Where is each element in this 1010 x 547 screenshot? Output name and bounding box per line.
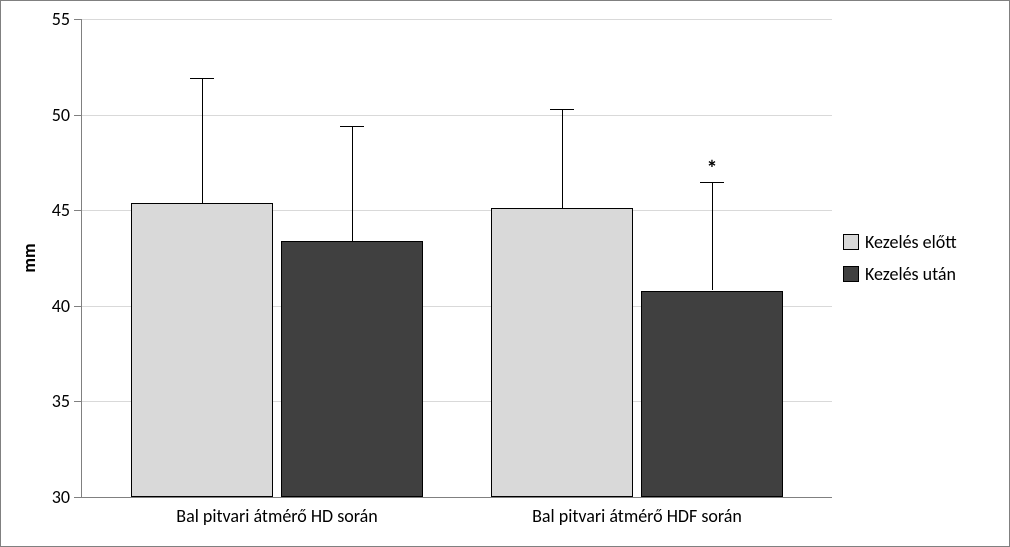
error-cap [550, 109, 574, 110]
error-cap [340, 126, 364, 127]
x-category-label: Bal pitvari átmérő HDF során [532, 497, 742, 527]
x-category-label: Bal pitvari átmérő HD során [176, 497, 377, 527]
y-axis-label: mm [18, 243, 40, 272]
legend: Kezelés előtt Kezelés után [843, 231, 957, 295]
bar-after [281, 241, 424, 497]
gridline [82, 19, 832, 20]
y-tick-label: 55 [52, 8, 82, 30]
bar-before [491, 208, 634, 497]
chart-frame: mm 303540455055Bal pitvari átmérő HD sor… [0, 0, 1010, 547]
legend-item-before: Kezelés előtt [843, 231, 957, 253]
y-tick-label: 40 [52, 295, 82, 317]
error-bar [562, 109, 563, 208]
y-tick-label: 30 [52, 486, 82, 508]
significance-marker: * [707, 154, 718, 181]
error-bar [202, 78, 203, 202]
bar-before [131, 203, 274, 497]
gridline [82, 115, 832, 116]
legend-item-after: Kezelés után [843, 263, 957, 285]
plot-area: 303540455055Bal pitvari átmérő HD során*… [81, 19, 832, 498]
bar-after [641, 291, 784, 497]
legend-swatch [843, 234, 859, 250]
error-bar [712, 182, 713, 291]
error-cap [700, 182, 724, 183]
legend-swatch [843, 266, 859, 282]
y-tick-label: 50 [52, 104, 82, 126]
error-bar [352, 126, 353, 241]
y-tick-label: 35 [52, 390, 82, 412]
legend-label: Kezelés után [865, 263, 956, 285]
y-tick-label: 45 [52, 199, 82, 221]
legend-label: Kezelés előtt [865, 231, 957, 253]
error-cap [190, 78, 214, 79]
